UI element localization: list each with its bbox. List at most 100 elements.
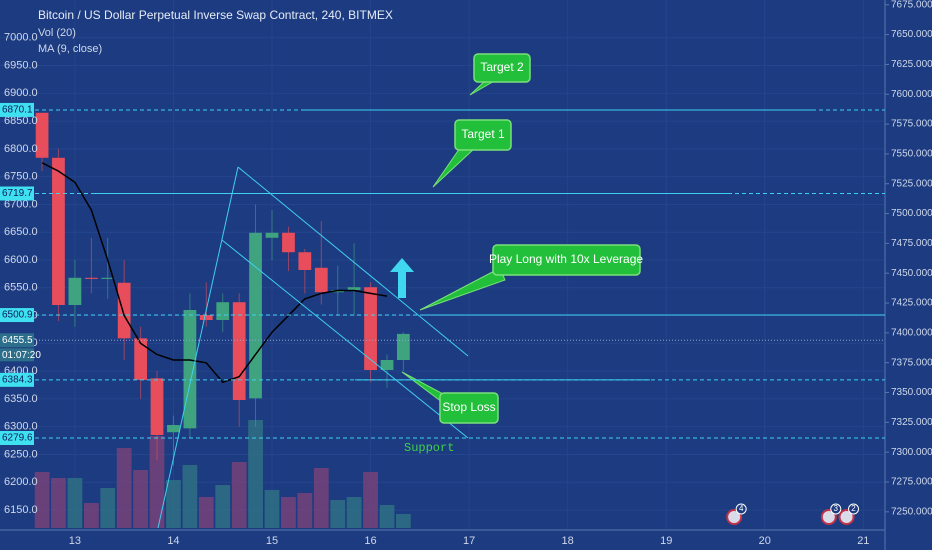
volume-bar: [281, 497, 296, 528]
candle-body: [396, 333, 410, 360]
y-tick-label: 6900.0: [4, 87, 38, 99]
volume-bar: [215, 485, 231, 528]
candle-body: [216, 302, 230, 320]
candle-body: [84, 277, 98, 279]
countdown: 01:07:20: [2, 350, 41, 361]
channel-top: [237, 166, 469, 357]
price-label: 6384.3: [2, 374, 33, 385]
y2-tick-label: 7525.0000: [891, 178, 932, 189]
callout-box: [492, 244, 641, 276]
callout: Play Long with 10x Leverage: [419, 244, 643, 311]
candle-body: [314, 267, 328, 293]
candle-body: [380, 360, 394, 370]
callout-text: Target 1: [461, 127, 505, 141]
candle-body: [134, 338, 148, 380]
callout: Target 2: [469, 53, 531, 96]
volume-bar: [198, 497, 214, 528]
y2-tick-label: 7275.0000: [891, 477, 932, 488]
y2-tick-label: 7450.0000: [891, 268, 932, 279]
price-label: 6870.1: [2, 105, 33, 116]
y2-tick-label: 7250.0000: [891, 506, 932, 517]
x-tick-label: 17: [463, 535, 475, 547]
callout-text: Target 2: [480, 60, 524, 74]
y2-tick-label: 7350.0000: [891, 387, 932, 398]
volume-bar: [83, 503, 99, 528]
price-label-bg: [0, 308, 34, 323]
x-tick-label: 20: [759, 535, 771, 547]
chart-title: Bitcoin / US Dollar Perpetual Inverse Sw…: [38, 8, 393, 22]
candle-body: [298, 252, 312, 270]
rally-line: [157, 166, 239, 529]
y-tick-label: 6750.0: [4, 171, 38, 183]
candle-body: [101, 277, 115, 279]
volume-bar: [182, 465, 198, 528]
volume-pane: [34, 420, 411, 528]
candle-body: [199, 315, 213, 320]
y-tick-label: 6150.0: [4, 504, 38, 516]
event-badge: [830, 503, 842, 515]
trend-lines: [157, 166, 469, 529]
volume-bar: [133, 470, 149, 528]
volume-bar: [379, 505, 395, 528]
y2-tick-label: 7375.0000: [891, 357, 932, 368]
y2-tick-label: 7550.0000: [891, 149, 932, 160]
candle-body: [183, 310, 197, 429]
x-tick-label: 21: [857, 535, 869, 547]
price-label: 6455.5: [2, 335, 33, 346]
y2-tick-label: 7400.0000: [891, 328, 932, 339]
volume-bar: [264, 490, 280, 528]
volume-bar: [330, 500, 346, 528]
volume-bar: [248, 420, 263, 528]
y2-tick-label: 7475.0000: [891, 238, 932, 249]
y-tick-label: 6550.0: [4, 282, 38, 294]
event-flag: [838, 509, 855, 525]
y2-tick-label: 7625.0000: [891, 59, 932, 70]
event-count: 4: [739, 504, 744, 513]
y2-tick-label: 7650.0000: [891, 29, 932, 40]
callout-box: [473, 53, 531, 83]
x-tick-label: 14: [167, 535, 179, 547]
callout: Stop Loss: [401, 371, 499, 424]
legend-entry: Vol (20): [38, 27, 76, 39]
legend-entry: MA (9, close): [38, 43, 102, 55]
x-tick-label: 13: [69, 535, 81, 547]
y2-tick-label: 7600.0000: [891, 89, 932, 100]
candle-body: [282, 232, 295, 253]
price-label-bg: [0, 102, 34, 117]
candle-body: [117, 282, 131, 339]
volume-bar: [166, 480, 181, 528]
y2-tick-label: 7300.0000: [891, 447, 932, 458]
callout-box: [454, 119, 512, 151]
channel-bottom: [221, 239, 469, 439]
event-count: 3: [834, 504, 839, 513]
countdown-bg: [0, 348, 34, 362]
callout-box: [439, 392, 499, 424]
candle-body: [364, 287, 377, 370]
price-label-bg: [0, 333, 34, 348]
y-tick-label: 6600.0: [4, 254, 38, 266]
y-tick-label: 6950.0: [4, 59, 38, 71]
volume-bar: [395, 514, 411, 528]
candle-body: [150, 378, 164, 435]
candle-body: [347, 287, 361, 290]
volume-bar: [51, 478, 66, 528]
volume-bar: [297, 493, 313, 528]
event-flag: [820, 509, 837, 525]
y2-tick-label: 7325.0000: [891, 417, 932, 428]
callout-text: Play Long with 10x Leverage: [489, 252, 643, 266]
volume-bar: [149, 436, 165, 528]
y-tick-label: 6300.0: [4, 421, 38, 433]
event-badge: [735, 503, 747, 515]
y2-tick-label: 7500.0000: [891, 208, 932, 219]
x-tick-label: 18: [562, 535, 574, 547]
y-tick-label: 6800.0: [4, 143, 38, 155]
volume-bar: [34, 472, 50, 528]
volume-bar: [313, 468, 329, 528]
candle-body: [167, 425, 180, 433]
price-label: 6719.7: [2, 188, 33, 199]
event-flag: [726, 509, 743, 525]
candle-body: [265, 232, 279, 238]
candle-body: [232, 302, 246, 400]
